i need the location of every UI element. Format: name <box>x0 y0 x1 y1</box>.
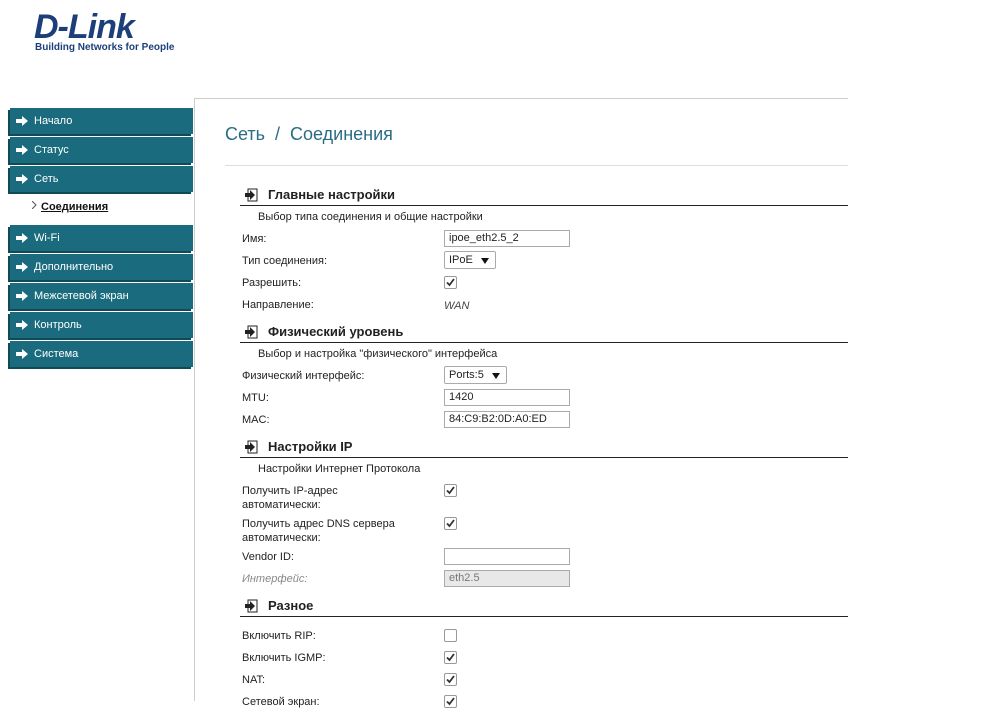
menu-item[interactable]: Сеть <box>10 166 193 192</box>
menu-item[interactable]: Wi-Fi <box>10 225 193 251</box>
section-subtitle: Настройки Интернет Протокола <box>258 463 421 475</box>
section-icon <box>245 188 259 202</box>
field-label: NAT: <box>242 674 266 686</box>
title-rule <box>225 165 848 166</box>
section-title: Главные настройки <box>268 187 396 202</box>
menu-item[interactable]: Начало <box>10 108 193 134</box>
select-arrow <box>491 373 500 379</box>
menu-item[interactable]: Межсетевой экран <box>10 283 193 309</box>
field-label: Получить адрес DNS сервера автоматически… <box>242 518 395 544</box>
section-rule <box>240 342 848 343</box>
section-title: Физический уровень <box>268 324 404 339</box>
menu-arrow <box>16 145 28 155</box>
checkbox[interactable] <box>444 629 457 642</box>
select[interactable]: Ports:5 <box>444 366 507 384</box>
menu-arrow <box>16 320 28 330</box>
menu-item[interactable]: Контроль <box>10 312 193 338</box>
text-input[interactable]: 1420 <box>444 389 570 406</box>
field-label: Направление: <box>242 299 314 311</box>
menu-label: Контроль <box>34 319 82 331</box>
section-icon <box>245 325 259 339</box>
field-label: Имя: <box>242 233 267 245</box>
section-subtitle: Выбор и настройка "физического" интерфей… <box>258 348 498 360</box>
brand: D-Link <box>34 8 135 46</box>
menu-item[interactable]: Дополнительно <box>10 254 193 280</box>
section-icon <box>245 440 259 454</box>
menu-arrow <box>16 262 28 272</box>
checkbox[interactable] <box>444 517 457 530</box>
section-title: Разное <box>268 598 314 613</box>
field-label: Тип соединения: <box>242 255 327 267</box>
text-input: eth2.5 <box>444 570 570 587</box>
check-mark <box>446 486 455 495</box>
text-input[interactable]: 84:C9:B2:0D:A0:ED <box>444 411 570 428</box>
field-label: MTU: <box>242 392 269 404</box>
field-label: Включить RIP: <box>242 630 316 642</box>
field-label: Сетевой экран: <box>242 696 320 708</box>
checkbox[interactable] <box>444 673 457 686</box>
menu-arrow <box>16 349 28 359</box>
check-mark <box>446 697 455 706</box>
menu-label: Статус <box>34 144 69 156</box>
menu-item[interactable]: Статус <box>10 137 193 163</box>
field-value: WAN <box>444 300 470 312</box>
checkbox[interactable] <box>444 484 457 497</box>
menu-arrow <box>16 233 28 243</box>
section-rule <box>240 205 848 206</box>
field-label: Vendor ID: <box>242 551 294 563</box>
select-arrow <box>480 258 489 264</box>
field-label: Разрешить: <box>242 277 302 289</box>
section-rule <box>240 616 848 617</box>
text-input[interactable] <box>444 548 570 565</box>
field-label: MAC: <box>242 414 270 426</box>
check-mark <box>446 519 455 528</box>
select[interactable]: IPoE <box>444 251 496 269</box>
menu-label: Межсетевой экран <box>34 290 129 302</box>
checkbox[interactable] <box>444 651 457 664</box>
menu-label: Wi-Fi <box>34 232 60 244</box>
check-mark <box>446 675 455 684</box>
check-mark <box>446 653 455 662</box>
tagline: Building Networks for People <box>35 42 175 53</box>
menu-arrow <box>16 116 28 126</box>
checkbox[interactable] <box>444 276 457 289</box>
checkbox[interactable] <box>444 695 457 708</box>
menu-label: Сеть <box>34 173 59 185</box>
field-label: Физический интерфейс: <box>242 370 365 382</box>
check-mark <box>446 278 455 287</box>
section-subtitle: Выбор типа соединения и общие настройки <box>258 211 483 223</box>
text-input[interactable]: ipoe_eth2.5_2 <box>444 230 570 247</box>
top-rule <box>195 98 848 99</box>
field-label: Получить IP-адрес автоматически: <box>242 485 338 511</box>
menu-label: Система <box>34 348 79 360</box>
menu-arrow <box>16 291 28 301</box>
sidebar-border <box>194 98 195 701</box>
field-label: Интерфейс: <box>242 573 308 585</box>
submenu-item[interactable]: Соединения <box>41 201 109 213</box>
field-label: Включить IGMP: <box>242 652 326 664</box>
page-title: Сеть / Соединения <box>225 124 393 144</box>
menu-label: Начало <box>34 115 73 127</box>
section-title: Настройки IP <box>268 439 353 454</box>
submenu-bullet <box>31 200 37 211</box>
menu-arrow <box>16 174 28 184</box>
menu-item[interactable]: Система <box>10 341 193 367</box>
bullet <box>31 200 37 210</box>
menu-label: Дополнительно <box>34 261 114 273</box>
section-icon <box>245 599 259 613</box>
section-rule <box>240 457 848 458</box>
